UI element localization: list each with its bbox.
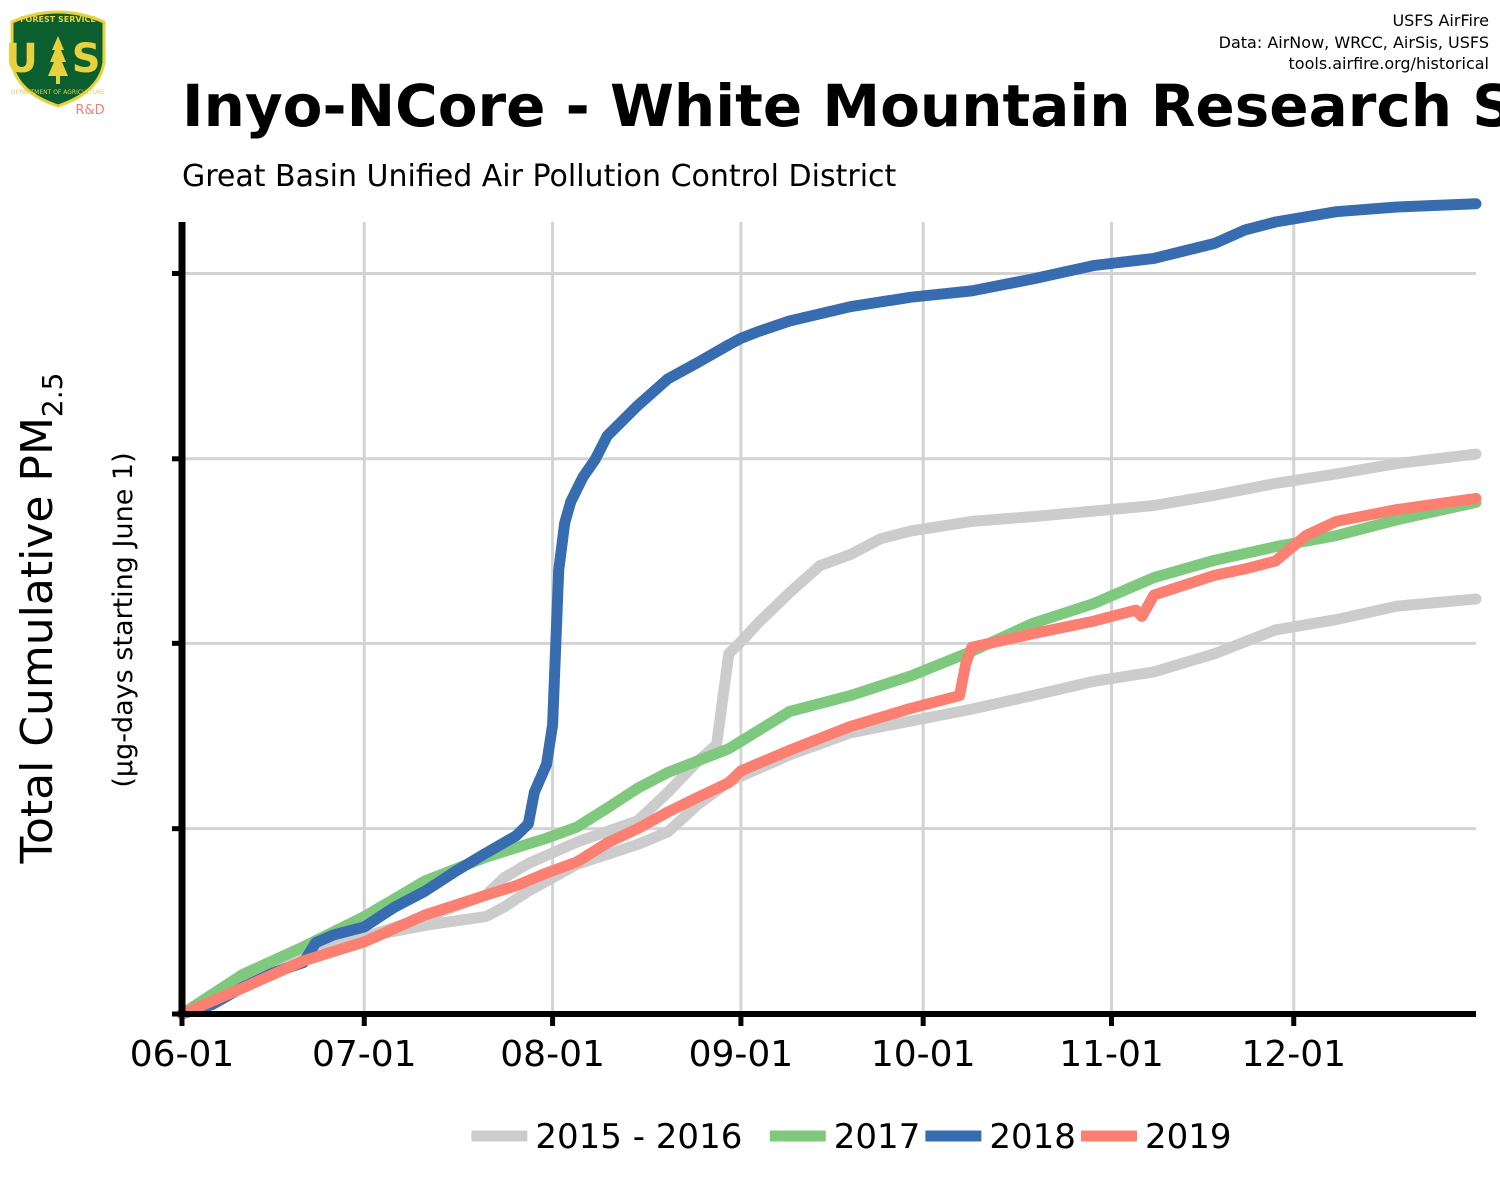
logo-top-text: FOREST SERVICE — [20, 15, 96, 24]
logo-rd-text: R&D — [75, 103, 104, 118]
y-axis-label-main: Total Cumulative PM — [12, 417, 63, 864]
legend-label-0: 2015 - 2016 — [535, 1117, 742, 1157]
series-lines — [176, 198, 1482, 1020]
x-tick-label-3: 09-01 — [689, 1034, 794, 1075]
x-tick-labels: 06-01 07-01 08-01 09-01 10-01 11-01 12-01 — [130, 1034, 1346, 1075]
logo-bottom-text: DEPARTMENT OF AGRICULTURE — [11, 89, 105, 96]
legend-label-3: 2019 — [1145, 1117, 1232, 1157]
legend-label-2: 2018 — [989, 1117, 1076, 1157]
y-axis-label-subscript: 2.5 — [36, 373, 69, 418]
series-line-2019-4 — [176, 492, 1482, 1020]
credit-line-2: Data: AirNow, WRCC, AirSis, USFS — [1219, 33, 1489, 52]
y-axis-note: (µg-days starting June 1) — [108, 452, 139, 787]
series-line-2015-2016-1 — [176, 593, 1482, 1020]
credit-line-3: tools.airfire.org/historical — [1289, 54, 1489, 73]
x-tick-label-2: 08-01 — [500, 1034, 605, 1075]
y-axis-label: Total Cumulative PM2.5 — [12, 373, 69, 865]
axes — [172, 222, 1476, 1026]
chart-subtitle: Great Basin Unified Air Pollution Contro… — [182, 159, 897, 194]
legend-label-1: 2017 — [834, 1117, 921, 1157]
pine-tree-icon — [48, 36, 68, 84]
legend: 2015 - 2016 2017 2018 2019 — [471, 1117, 1232, 1157]
credit-line-1: USFS AirFire — [1392, 11, 1489, 30]
series-line-2017-2 — [176, 496, 1482, 1020]
x-tick-label-0: 06-01 — [130, 1034, 235, 1075]
x-tick-label-5: 11-01 — [1059, 1034, 1164, 1075]
series-line-2018-3 — [176, 198, 1482, 1020]
grid-lines — [182, 222, 1476, 1014]
x-tick-label-1: 07-01 — [312, 1034, 417, 1075]
chart-title: Inyo-NCore - White Mountain Research S — [182, 72, 1500, 140]
usfs-logo: FOREST SERVICE U S DEPARTMENT OF AGRICUL… — [5, 10, 106, 118]
x-tick-label-6: 12-01 — [1241, 1034, 1346, 1075]
x-tick-label-4: 10-01 — [871, 1034, 976, 1075]
